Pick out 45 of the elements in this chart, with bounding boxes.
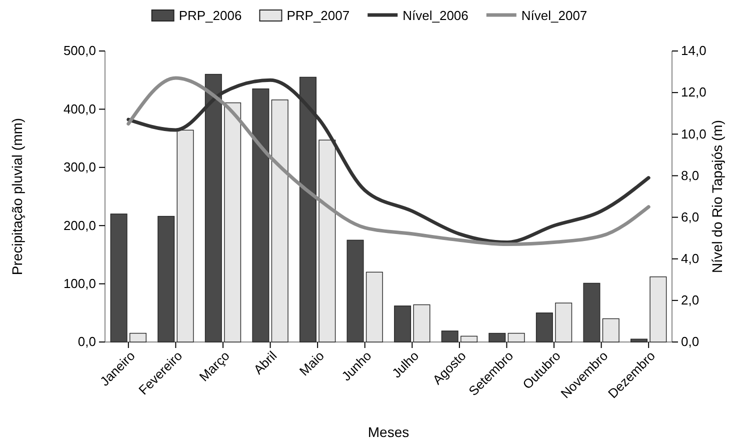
y2-tick-label: 4,0 bbox=[681, 251, 700, 266]
y-tick-label: 500,0 bbox=[63, 43, 96, 58]
y-axis-title: Precipitação pluvial (mm) bbox=[9, 118, 25, 276]
bar bbox=[488, 332, 506, 342]
bar bbox=[204, 74, 222, 342]
bar bbox=[441, 330, 458, 342]
y-tick-label: 100,0 bbox=[63, 276, 96, 291]
y2-tick-label: 2,0 bbox=[681, 292, 700, 308]
bar bbox=[271, 100, 288, 342]
bar bbox=[129, 332, 146, 342]
bar bbox=[583, 282, 600, 342]
y-tick-label: 400,0 bbox=[63, 101, 96, 116]
bar bbox=[224, 102, 242, 342]
y2-tick-label: 10,0 bbox=[681, 126, 706, 142]
bar bbox=[630, 338, 648, 342]
y-tick-label: 200,0 bbox=[63, 218, 96, 233]
legend-label: Nível_2007 bbox=[521, 8, 588, 23]
bar bbox=[460, 336, 478, 342]
y2-axis-title: Nível do Rio Tapajós (m) bbox=[709, 120, 725, 274]
y2-tick-label: 14,0 bbox=[681, 43, 706, 58]
bar bbox=[252, 88, 270, 342]
y2-tick-label: 8,0 bbox=[681, 168, 700, 183]
legend-label: PRP_2007 bbox=[286, 8, 350, 23]
bar bbox=[555, 302, 572, 342]
y-tick-label: 0,0 bbox=[78, 334, 96, 350]
legend-label: PRP_2006 bbox=[178, 8, 242, 23]
bar bbox=[176, 130, 194, 342]
y2-tick-label: 0,0 bbox=[681, 334, 700, 350]
bar bbox=[602, 318, 620, 342]
legend-label: Nível_2006 bbox=[402, 8, 468, 23]
bar bbox=[110, 214, 128, 342]
bar bbox=[299, 76, 316, 342]
bar bbox=[650, 276, 667, 342]
bar bbox=[536, 312, 553, 342]
bar bbox=[318, 140, 336, 342]
y2-tick-label: 6,0 bbox=[681, 209, 700, 224]
bar bbox=[158, 216, 175, 342]
y2-tick-label: 12,0 bbox=[681, 84, 706, 100]
bar bbox=[346, 240, 364, 342]
y-tick-label: 300,0 bbox=[63, 160, 96, 175]
x-axis-title: Meses bbox=[368, 424, 410, 440]
bar bbox=[508, 332, 525, 342]
bar bbox=[413, 304, 430, 342]
bar bbox=[394, 306, 412, 342]
bar bbox=[366, 272, 383, 342]
